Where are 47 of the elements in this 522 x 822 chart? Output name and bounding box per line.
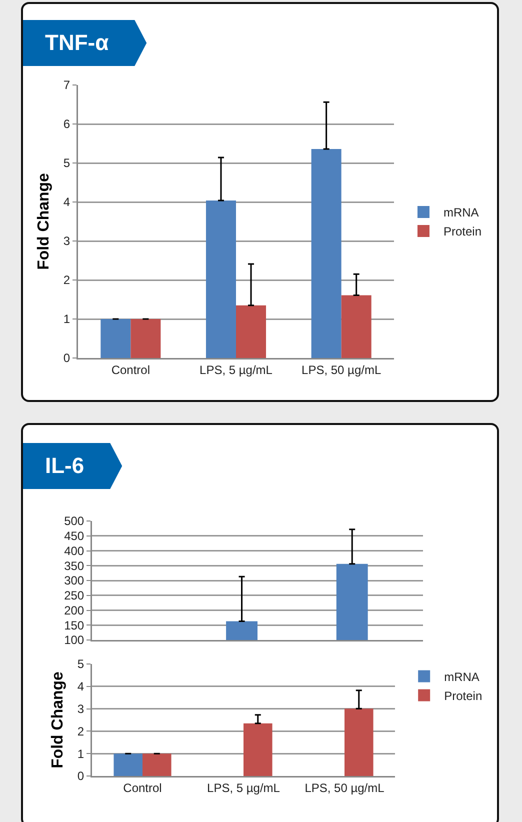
chart-title: IL-6 — [23, 443, 122, 489]
y-axis-title: Fold Change — [36, 172, 53, 270]
x-tick-label: LPS, 50 µg/mL — [304, 780, 385, 795]
bar — [341, 295, 372, 358]
y-tick-label: 400 — [64, 544, 84, 558]
y-tick-label: 2 — [63, 273, 70, 288]
y-tick-label: 100 — [64, 633, 84, 648]
y-tick-label: 3 — [77, 702, 84, 716]
x-tick-label: Control — [111, 362, 150, 377]
y-tick-label: 4 — [77, 680, 84, 694]
y-tick-label: 3 — [63, 234, 70, 248]
y-tick-label: 150 — [64, 618, 84, 632]
chart-title: TNF-α — [23, 20, 147, 66]
y-tick-label: 0 — [77, 769, 84, 784]
bar — [311, 148, 342, 358]
legend-label: mRNA — [444, 670, 480, 684]
y-tick-label: 1 — [63, 312, 70, 326]
y-tick-label: 200 — [64, 603, 84, 618]
y-tick-label: 500 — [64, 514, 84, 528]
x-tick-label: LPS, 50 µg/mL — [302, 362, 382, 377]
y-tick-label: 0 — [63, 351, 70, 366]
y-tick-label: 300 — [64, 574, 84, 588]
x-tick-label: LPS, 5 µg/mL — [200, 362, 273, 377]
bar — [100, 319, 131, 358]
y-tick-label: 2 — [77, 724, 84, 738]
legend-label: Protein — [444, 688, 482, 703]
y-tick-label: 250 — [64, 588, 84, 603]
bar — [344, 708, 374, 776]
y-tick-label: 5 — [63, 156, 70, 170]
y-tick-label: 6 — [63, 117, 70, 132]
y-tick-label: 4 — [63, 195, 70, 210]
bar — [236, 305, 266, 358]
y-tick-label: 450 — [64, 529, 84, 544]
bar — [130, 319, 161, 358]
bar — [244, 723, 272, 776]
x-tick-label: LPS, 5 µg/mL — [207, 780, 280, 795]
legend-label: mRNA — [443, 206, 479, 220]
y-tick-label: 7 — [63, 78, 70, 92]
bar — [142, 754, 172, 776]
bar — [114, 754, 142, 776]
bar — [206, 200, 236, 358]
legend-label: Protein — [443, 224, 482, 239]
x-tick-label: Control — [123, 780, 162, 795]
y-axis-title: Fold Change — [50, 671, 67, 768]
y-tick-label: 5 — [77, 657, 84, 672]
y-tick-label: 1 — [77, 746, 84, 761]
y-tick-label: 350 — [64, 558, 84, 573]
